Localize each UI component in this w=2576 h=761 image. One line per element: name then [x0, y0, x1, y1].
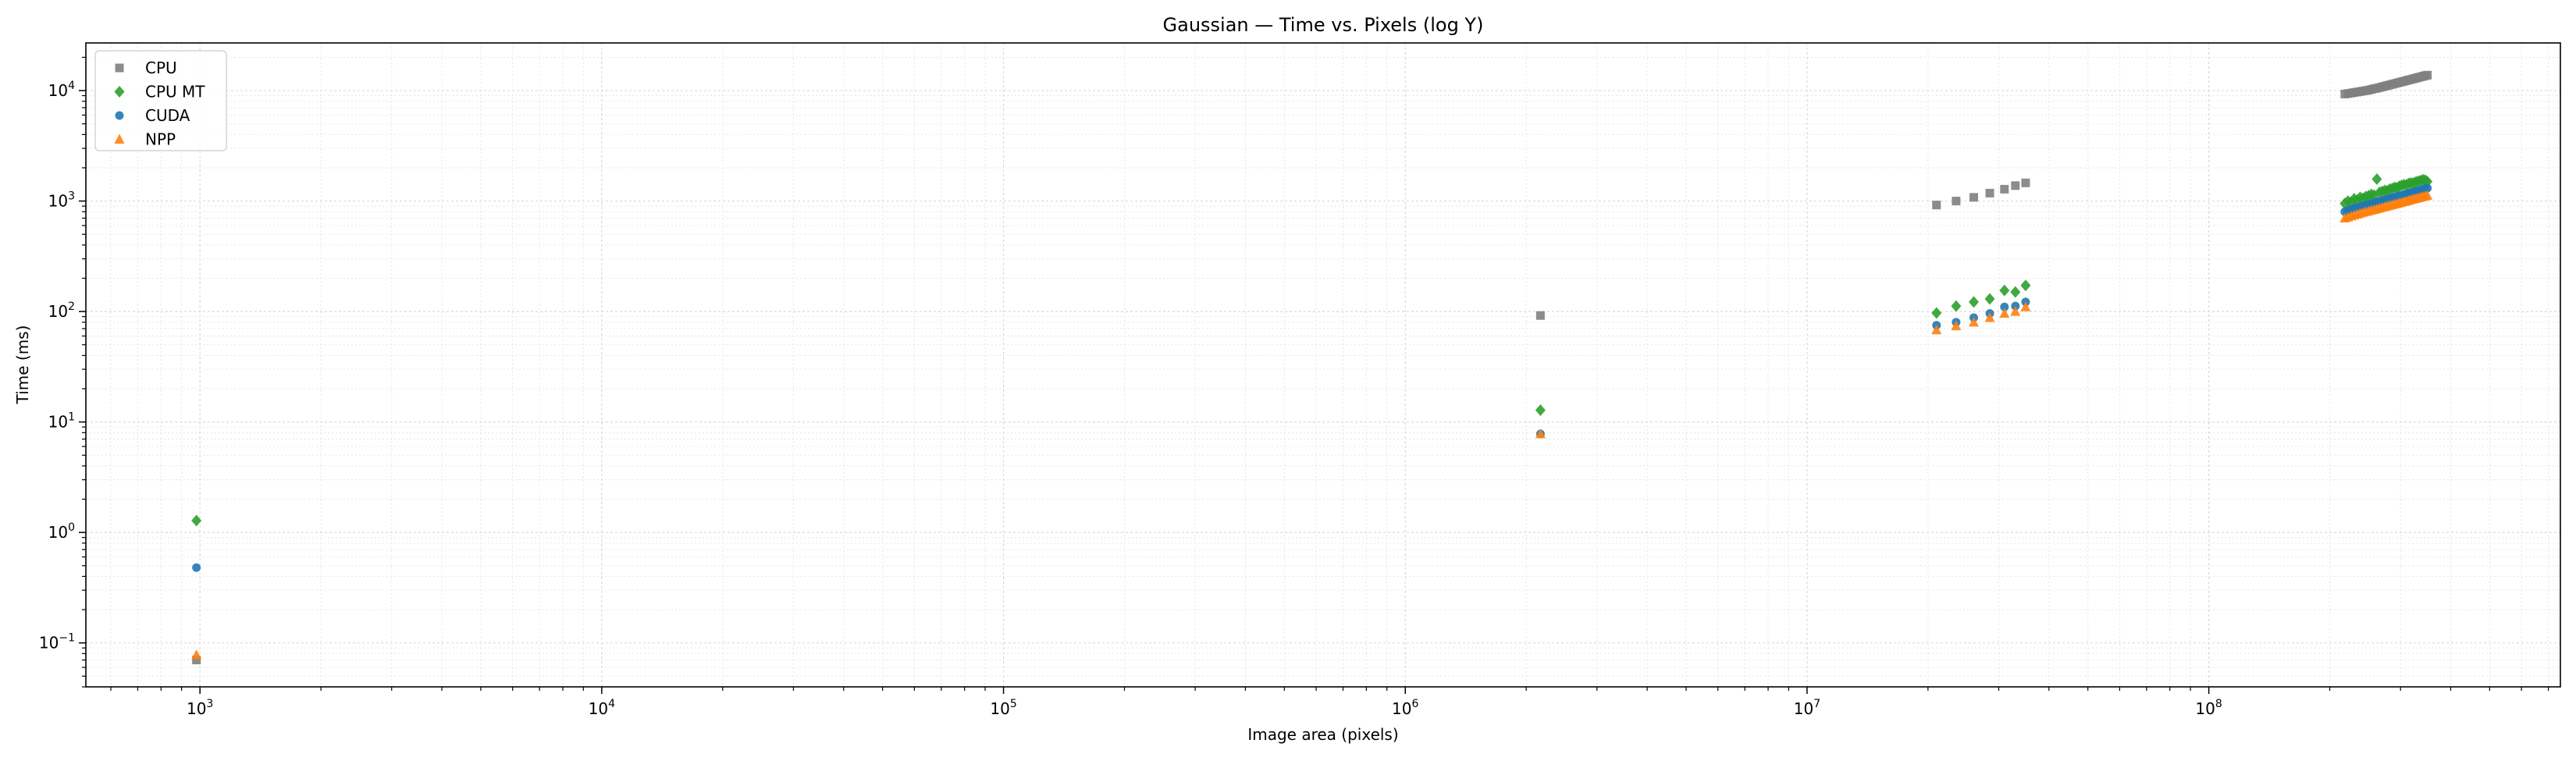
y-tick-exponent: 0: [68, 521, 75, 534]
data-point-cpu-mt: [1999, 284, 2010, 297]
data-point-cpu: [1932, 201, 1941, 210]
x-tick-base: 10: [1794, 699, 1813, 718]
minor-grid: [86, 43, 2560, 688]
y-tick-label: 104: [48, 80, 75, 100]
data-point-cpu-mt: [1984, 293, 1995, 305]
legend-label-npp: NPP: [145, 130, 176, 149]
legend-label-cpu: CPU: [145, 59, 177, 77]
x-tick-label: 104: [589, 698, 615, 718]
data-point-cpu-mt: [2371, 172, 2382, 185]
y-tick-base: 10: [48, 192, 68, 211]
x-tick-exponent: 8: [2215, 698, 2222, 710]
data-point-cuda: [2423, 183, 2432, 193]
data-point-npp: [2422, 190, 2433, 200]
data-point-cpu-mt: [1969, 296, 1980, 308]
y-tick-exponent: 3: [68, 190, 75, 203]
legend: CPU CPU MT CUDA NPP: [94, 50, 227, 151]
data-point-npp: [2020, 301, 2031, 311]
data-point-cpu: [2000, 184, 2009, 194]
data-point-npp: [191, 649, 202, 660]
data-point-cpu-mt: [1535, 404, 1546, 416]
data-point-npp: [1951, 320, 1962, 331]
y-tick-label: 101: [48, 411, 75, 432]
x-axis-label: Image area (pixels): [1247, 725, 1398, 744]
data-point-cpu: [192, 656, 201, 665]
data-point-npp: [1969, 316, 1980, 327]
data-point-cpu-mt: [1951, 300, 1962, 312]
series-cpu-mt: [191, 172, 2433, 527]
x-tick-exponent: 7: [1813, 698, 1820, 710]
legend-marker-cpu: [115, 63, 124, 73]
y-tick-base: 10: [48, 81, 68, 100]
data-point-cpu: [2011, 181, 2020, 190]
legend-marker-cuda: [115, 111, 124, 120]
x-tick-base: 10: [187, 699, 206, 718]
y-tick-exponent: 2: [68, 300, 75, 313]
y-tick-exponent: 4: [68, 80, 75, 92]
x-tick-label: 103: [187, 698, 213, 718]
x-tick-label: 106: [1392, 698, 1418, 718]
y-tick-base: 10: [48, 413, 68, 432]
plot-frame: [85, 42, 2561, 688]
x-tick-exponent: 4: [608, 698, 615, 710]
series-npp: [191, 190, 2433, 660]
chart-title: Gaussian — Time vs. Pixels (log Y): [1163, 14, 1484, 36]
data-point-cpu-mt: [191, 514, 202, 527]
y-axis-label: Time (ms): [13, 325, 32, 405]
y-tick-label: 10−1: [39, 632, 75, 653]
data-points: [191, 70, 2433, 665]
series-cpu: [192, 70, 2432, 665]
data-point-npp: [1999, 308, 2010, 318]
x-tick-exponent: 3: [206, 698, 213, 710]
data-point-cpu: [1535, 311, 1545, 320]
data-point-cpu-mt: [2010, 286, 2021, 298]
data-point-cpu: [1952, 197, 1961, 206]
data-point-npp: [1931, 324, 1942, 335]
legend-marker-cpu-mt: [114, 86, 125, 98]
data-point-cuda: [2000, 302, 2009, 311]
data-point-cuda: [192, 563, 201, 572]
data-point-npp: [1984, 311, 1995, 322]
y-tick-label: 103: [48, 190, 75, 211]
legend-label-cuda: CUDA: [145, 106, 190, 125]
data-point-cpu: [1985, 188, 1994, 197]
x-tick-exponent: 6: [1412, 698, 1419, 710]
y-tick-base: 10: [48, 523, 68, 542]
legend-box: [94, 50, 227, 151]
y-tick-label: 100: [48, 521, 75, 542]
data-point-cpu-mt: [1931, 307, 1942, 319]
data-point-cpu-mt: [2020, 279, 2031, 292]
legend-label-cpu-mt: CPU MT: [145, 83, 205, 101]
x-tick-label: 105: [990, 698, 1016, 718]
y-tick-exponent: −1: [59, 632, 75, 645]
x-tick-label: 108: [2195, 698, 2222, 718]
y-tick-label: 102: [48, 300, 75, 321]
y-tick-exponent: 1: [68, 411, 75, 424]
x-tick-exponent: 5: [1010, 698, 1017, 710]
data-point-cpu: [2423, 70, 2432, 80]
major-grid: [86, 43, 2560, 687]
data-point-npp: [1535, 428, 1546, 439]
y-tick-base: 10: [39, 634, 59, 653]
x-tick-label: 107: [1794, 698, 1820, 718]
x-tick-base: 10: [2195, 699, 2215, 718]
x-tick-base: 10: [990, 699, 1009, 718]
x-tick-base: 10: [589, 699, 608, 718]
x-tick-base: 10: [1392, 699, 1411, 718]
y-tick-base: 10: [48, 302, 68, 321]
legend-marker-npp: [114, 133, 125, 144]
data-point-npp: [2010, 306, 2021, 316]
data-point-cpu: [2021, 178, 2030, 187]
data-point-cpu: [1969, 193, 1979, 202]
